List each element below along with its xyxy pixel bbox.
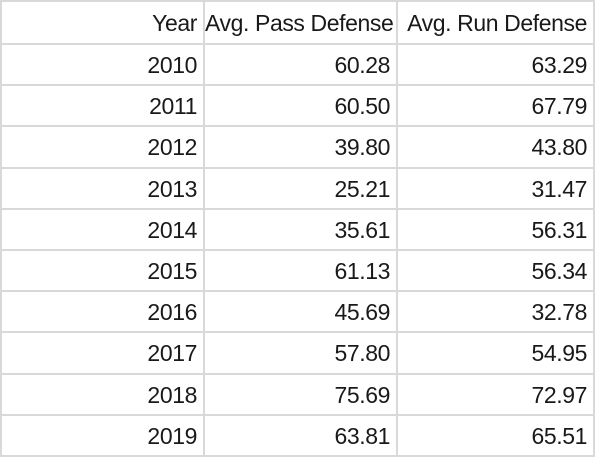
year-cell: 2014 xyxy=(0,207,205,251)
pass-defense-cell: 57.80 xyxy=(203,331,398,375)
pass-defense-cell: 25.21 xyxy=(203,166,398,210)
pass-defense-cell: 63.81 xyxy=(203,413,398,458)
table-row: 2017 57.80 54.95 xyxy=(0,331,595,375)
table-row: 2016 45.69 32.78 xyxy=(0,290,595,334)
column-header-avg-run-defense: Avg. Run Defense xyxy=(396,0,595,45)
table-row: 2013 25.21 31.47 xyxy=(0,166,595,210)
column-header-year: Year xyxy=(0,0,205,45)
year-cell: 2011 xyxy=(0,84,205,128)
year-cell: 2012 xyxy=(0,125,205,169)
table-row: 2018 75.69 72.97 xyxy=(0,372,595,416)
pass-defense-cell: 39.80 xyxy=(203,125,398,169)
table-row: 2015 61.13 56.34 xyxy=(0,248,595,293)
pass-defense-cell: 61.13 xyxy=(203,248,398,293)
pass-defense-cell: 60.28 xyxy=(203,42,398,87)
run-defense-cell: 31.47 xyxy=(396,166,595,210)
table-row: 2014 35.61 56.31 xyxy=(0,207,595,251)
year-cell: 2016 xyxy=(0,290,205,334)
pass-defense-cell: 75.69 xyxy=(203,372,398,416)
year-cell: 2010 xyxy=(0,42,205,87)
pass-defense-cell: 35.61 xyxy=(203,207,398,251)
header-row: Year Avg. Pass Defense Avg. Run Defense xyxy=(0,0,595,45)
run-defense-cell: 63.29 xyxy=(396,42,595,87)
table-row: 2010 60.28 63.29 xyxy=(0,42,595,87)
run-defense-cell: 72.97 xyxy=(396,372,595,416)
run-defense-cell: 43.80 xyxy=(396,125,595,169)
year-cell: 2015 xyxy=(0,248,205,293)
table-row: 2019 63.81 65.51 xyxy=(0,413,595,458)
run-defense-cell: 56.34 xyxy=(396,248,595,293)
year-cell: 2017 xyxy=(0,331,205,375)
run-defense-cell: 54.95 xyxy=(396,331,595,375)
run-defense-cell: 56.31 xyxy=(396,207,595,251)
run-defense-cell: 32.78 xyxy=(396,290,595,334)
pass-defense-cell: 60.50 xyxy=(203,84,398,128)
column-header-avg-pass-defense: Avg. Pass Defense xyxy=(203,0,398,45)
year-cell: 2013 xyxy=(0,166,205,210)
table-row: 2012 39.80 43.80 xyxy=(0,125,595,169)
pass-defense-cell: 45.69 xyxy=(203,290,398,334)
year-cell: 2019 xyxy=(0,413,205,458)
run-defense-cell: 65.51 xyxy=(396,413,595,458)
table-row: 2011 60.50 67.79 xyxy=(0,84,595,128)
year-cell: 2018 xyxy=(0,372,205,416)
run-defense-cell: 67.79 xyxy=(396,84,595,128)
